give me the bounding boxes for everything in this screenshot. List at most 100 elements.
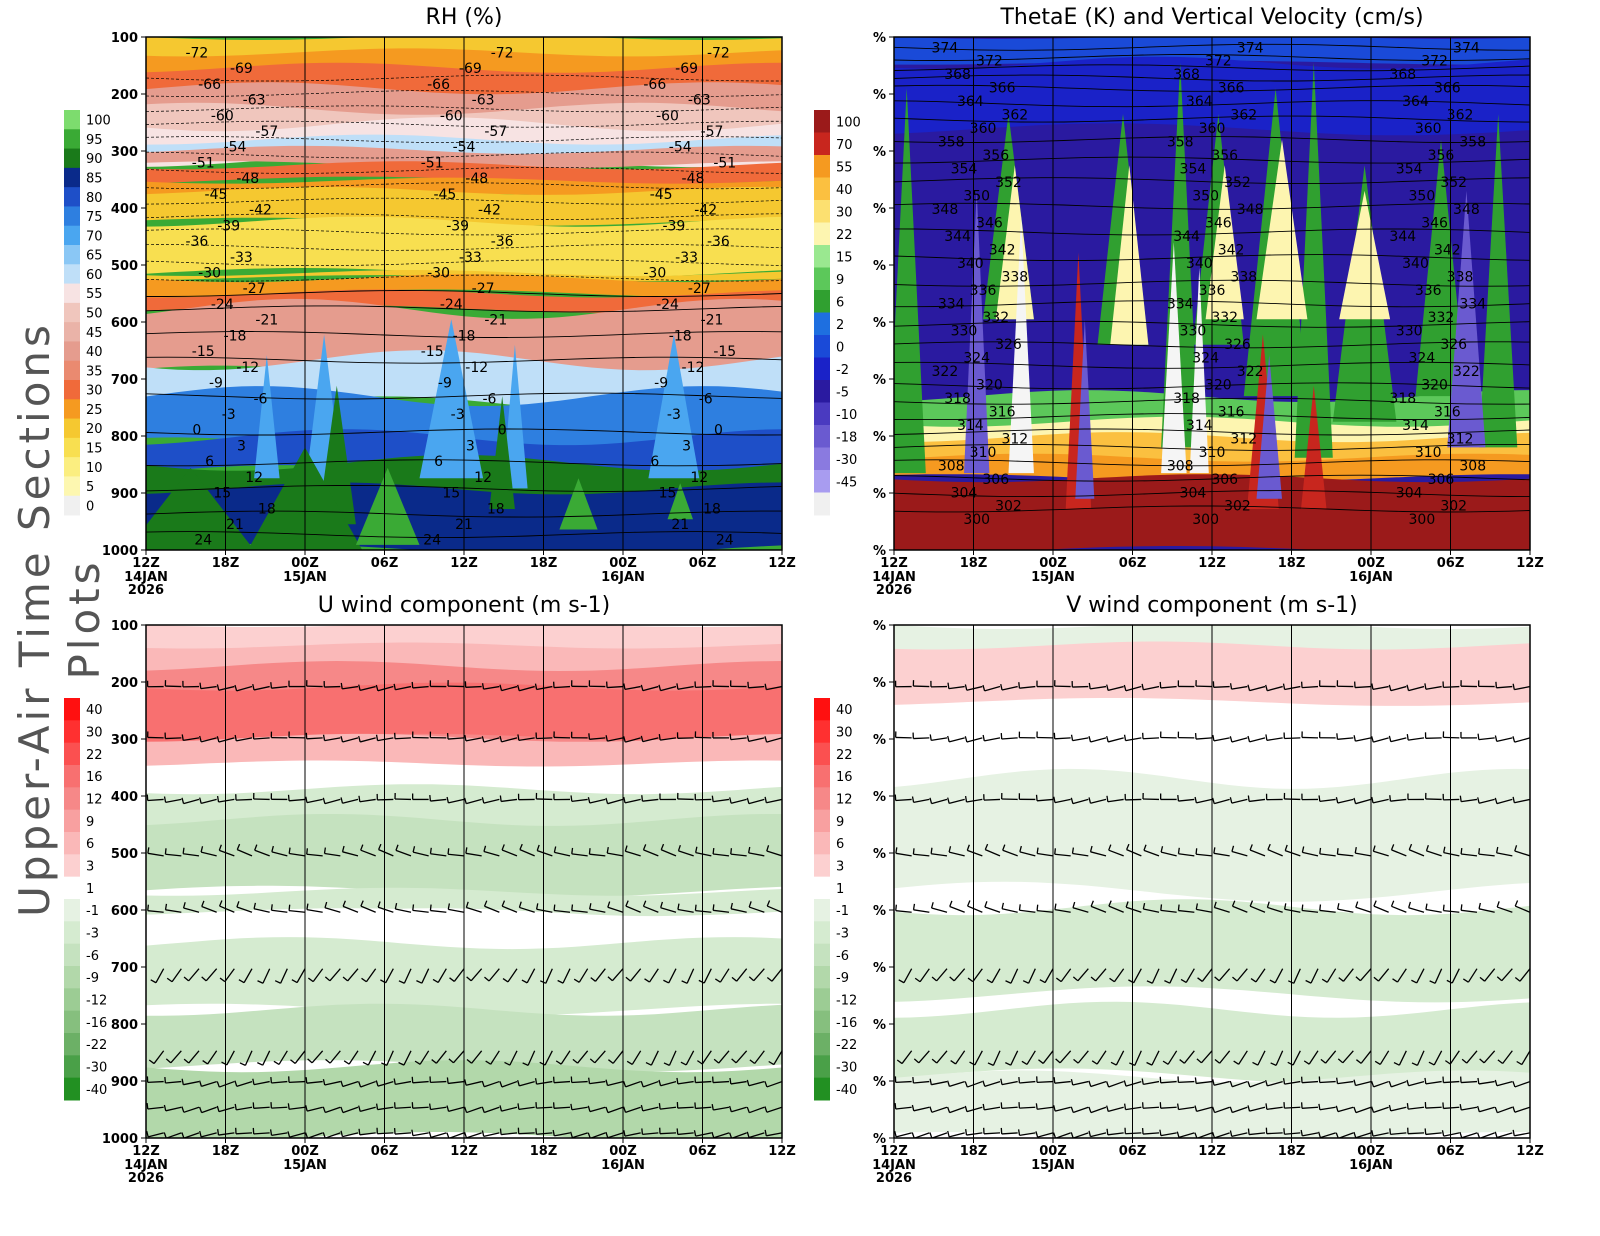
wind-barb bbox=[1219, 1050, 1231, 1064]
wind-barb-flag bbox=[322, 797, 326, 804]
wind-barb-flag bbox=[552, 1129, 555, 1136]
wind-barb bbox=[668, 968, 677, 984]
colorbar-swatch bbox=[814, 698, 830, 721]
contour-label: 320 bbox=[1205, 377, 1232, 393]
contour-label: 312 bbox=[1447, 431, 1474, 447]
wind-barb-flag bbox=[1196, 1058, 1202, 1064]
wind-barb bbox=[695, 1080, 712, 1084]
wind-barb bbox=[342, 1080, 359, 1088]
wind-barb-flag bbox=[1265, 734, 1268, 741]
colorbar-label: -30 bbox=[836, 453, 857, 468]
colorbar-swatch bbox=[64, 187, 80, 207]
contour-label: 308 bbox=[1167, 458, 1194, 474]
contour-label: -42 bbox=[249, 203, 272, 219]
wind-barb-flag bbox=[1494, 1106, 1498, 1113]
wind-barb-flag bbox=[1211, 1106, 1216, 1113]
contour-label: -12 bbox=[682, 360, 705, 376]
wind-barb-flag bbox=[1109, 977, 1115, 983]
wind-barb bbox=[519, 849, 535, 857]
wind-barb-flag bbox=[163, 1104, 167, 1111]
wind-barb-flag bbox=[914, 977, 921, 983]
wind-barb bbox=[895, 852, 912, 857]
wind-barb-flag bbox=[911, 1132, 915, 1138]
wind-barb-flag bbox=[1141, 1078, 1144, 1085]
y-tick-label: % bbox=[873, 1018, 886, 1033]
x-tick-label: 12Z bbox=[132, 1144, 160, 1159]
y-tick-label: % bbox=[873, 1132, 886, 1147]
wind-barb-flag bbox=[1233, 1060, 1240, 1065]
wind-barb bbox=[1107, 798, 1124, 803]
wind-barb bbox=[1213, 852, 1230, 857]
wind-barb-flag bbox=[964, 1081, 968, 1088]
wind-barb-flag bbox=[1123, 684, 1127, 691]
wind-barb-flag bbox=[1252, 1061, 1259, 1066]
wind-barb bbox=[1467, 968, 1478, 983]
wind-barb bbox=[1267, 685, 1283, 692]
wind-barb-flag bbox=[502, 978, 509, 983]
wind-barb-flag bbox=[569, 1131, 574, 1138]
contour-label: 15 bbox=[213, 486, 231, 502]
wind-barb bbox=[1090, 798, 1107, 804]
contour-label: 334 bbox=[938, 296, 965, 312]
wind-barb bbox=[713, 1106, 730, 1111]
wind-barb-flag bbox=[1212, 734, 1215, 742]
contour-label: 352 bbox=[1440, 175, 1467, 191]
wind-barb bbox=[1019, 1106, 1036, 1109]
wind-barb bbox=[386, 1050, 394, 1066]
wind-barb-flag bbox=[1214, 1058, 1221, 1064]
x-date-label: 2026 bbox=[128, 1171, 164, 1186]
wind-barb-flag bbox=[1336, 848, 1339, 855]
wind-barb bbox=[483, 798, 500, 804]
wind-barb bbox=[695, 685, 712, 689]
wind-barb-flag bbox=[1088, 682, 1091, 689]
wind-barb-flag bbox=[698, 979, 705, 984]
x-date-label: 14JAN bbox=[872, 1158, 916, 1173]
contour-label: 324 bbox=[963, 350, 990, 366]
wind-barb bbox=[395, 908, 412, 913]
wind-barb-flag bbox=[982, 1080, 986, 1087]
wind-barb bbox=[695, 1106, 712, 1110]
contour-label: -27 bbox=[472, 281, 495, 297]
wind-barb-flag bbox=[358, 1105, 361, 1112]
wind-barb bbox=[430, 1080, 447, 1084]
wind-barb bbox=[1284, 1080, 1301, 1085]
wind-barb-flag bbox=[1110, 1061, 1117, 1066]
colorbar-swatch bbox=[814, 245, 830, 268]
wind-barb bbox=[983, 798, 1001, 801]
wind-barb-flag bbox=[1164, 980, 1171, 984]
contour-label: 322 bbox=[1237, 364, 1264, 380]
colorbar-swatch bbox=[64, 1010, 80, 1034]
wind-barb-flag bbox=[950, 1060, 956, 1065]
wind-barb-flag bbox=[571, 904, 574, 911]
contour-label: 338 bbox=[1001, 269, 1028, 285]
wind-barb bbox=[1249, 1080, 1266, 1088]
colorbar-swatch bbox=[814, 988, 830, 1012]
wind-barb-flag bbox=[1091, 1060, 1098, 1065]
contour-label: 322 bbox=[932, 364, 959, 380]
colorbar-label: 16 bbox=[836, 770, 853, 785]
x-tick-label: 18Z bbox=[212, 1144, 240, 1159]
contour-label: 374 bbox=[1237, 40, 1264, 56]
x-tick-label: 00Z bbox=[1357, 556, 1385, 571]
wind-barb bbox=[1478, 737, 1495, 741]
wind-barb-flag bbox=[749, 1059, 756, 1065]
wind-barb-flag bbox=[287, 1131, 291, 1138]
wind-barb-flag bbox=[322, 1132, 326, 1138]
contour-label: 3 bbox=[237, 438, 246, 454]
wind-barb-flag bbox=[1353, 1079, 1357, 1086]
wind-barb bbox=[453, 968, 465, 982]
wind-barb bbox=[1214, 798, 1230, 805]
wind-barb bbox=[306, 798, 323, 804]
wind-barb-flag bbox=[1460, 904, 1463, 911]
wind-barb-flag bbox=[966, 844, 970, 851]
wind-barb bbox=[1433, 1050, 1443, 1066]
wind-barb-flag bbox=[1267, 843, 1271, 850]
wind-barb bbox=[412, 851, 429, 857]
y-tick-label: 500 bbox=[111, 259, 138, 274]
wind-barb bbox=[1521, 1050, 1530, 1065]
wind-barb bbox=[572, 1132, 588, 1138]
wind-barb-flag bbox=[1336, 1077, 1339, 1084]
wind-barb bbox=[536, 908, 553, 913]
wind-barb-flag bbox=[322, 1106, 326, 1113]
wind-barb-flag bbox=[588, 1077, 591, 1084]
